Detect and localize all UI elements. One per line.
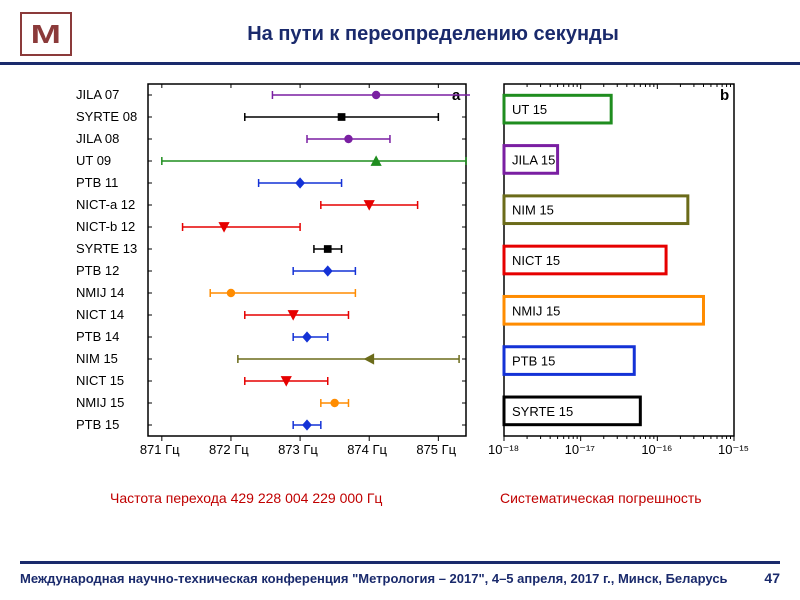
caption-b: Систематическая погрешность [500, 490, 702, 506]
svg-text:PTB 12: PTB 12 [76, 263, 119, 278]
page-number: 47 [764, 570, 780, 586]
svg-text:NICT 15: NICT 15 [512, 253, 560, 268]
svg-text:JILA 08: JILA 08 [76, 131, 119, 146]
chart-b: b UT 15 JILA 15 NIM 15 NICT 15 NMIJ 15 PTB 15 S… [500, 80, 740, 460]
svg-text:NMIJ 15: NMIJ 15 [512, 303, 560, 318]
svg-text:UT 15: UT 15 [512, 102, 547, 117]
svg-text:NMIJ 14: NMIJ 14 [76, 285, 124, 300]
svg-text:NIM 15: NIM 15 [512, 203, 554, 218]
chart-a: aJILA 07SYRTE 08JILA 08UT 09PTB 11NICT-a… [70, 80, 470, 460]
svg-text:JILA 07: JILA 07 [76, 87, 119, 102]
footer-text: Международная научно-техническая конфере… [20, 571, 728, 586]
svg-text:PTB 14: PTB 14 [76, 329, 119, 344]
svg-text:NICT-b 12: NICT-b 12 [76, 219, 135, 234]
logo: M [20, 12, 72, 56]
svg-text:NMIJ 15: NMIJ 15 [76, 395, 124, 410]
svg-text:PTB 15: PTB 15 [76, 417, 119, 432]
svg-text:SYRTE 08: SYRTE 08 [76, 109, 137, 124]
svg-text:NICT 14: NICT 14 [76, 307, 124, 322]
svg-text:b: b [720, 87, 729, 104]
svg-text:PTB 15: PTB 15 [512, 354, 555, 369]
svg-text:JILA 15: JILA 15 [512, 152, 555, 167]
svg-text:SYRTE 15: SYRTE 15 [512, 404, 573, 419]
chart-area: aJILA 07SYRTE 08JILA 08UT 09PTB 11NICT-a… [70, 80, 750, 500]
svg-text:PTB 11: PTB 11 [76, 175, 118, 190]
footer: Международная научно-техническая конфере… [20, 561, 780, 586]
caption-a: Частота перехода 429 228 004 229 000 Гц [110, 490, 382, 506]
svg-text:NIM 15: NIM 15 [76, 351, 118, 366]
svg-text:UT 09: UT 09 [76, 153, 111, 168]
slide-title: На пути к переопределению секунды [86, 23, 780, 46]
svg-text:SYRTE 13: SYRTE 13 [76, 241, 137, 256]
svg-text:NICT-a 12: NICT-a 12 [76, 197, 135, 212]
header: M На пути к переопределению секунды [0, 0, 800, 65]
svg-text:NICT 15: NICT 15 [76, 373, 124, 388]
